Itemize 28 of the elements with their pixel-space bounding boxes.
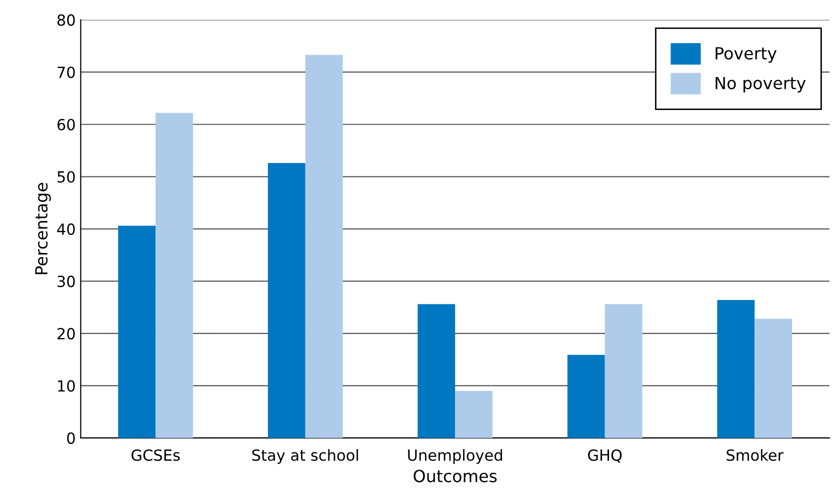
y-tick-label: 60 — [57, 118, 75, 130]
x-axis-title: Outcomes — [414, 470, 497, 482]
legend-label: Poverty — [716, 47, 777, 63]
y-tick-label: 20 — [58, 328, 75, 340]
y-tick-label: 10 — [58, 380, 75, 392]
bar — [567, 354, 605, 438]
y-tick-label: 80 — [57, 14, 75, 26]
bar — [156, 112, 194, 438]
y-tick-label: 70 — [58, 66, 75, 78]
y-tick-label: 0 — [67, 432, 75, 444]
legend-label: No poverty — [716, 76, 806, 93]
x-tick-label: Smoker — [726, 449, 784, 461]
y-tick-label: 30 — [58, 276, 75, 288]
bar — [604, 304, 642, 438]
y-tick-label: 50 — [58, 171, 75, 183]
bar — [455, 390, 493, 438]
x-tick-label: Unemployed — [408, 449, 502, 464]
y-axis-title: Percentage — [35, 182, 51, 274]
x-tick-label: GCSEs — [132, 449, 180, 461]
y-tick-label: 40 — [57, 223, 75, 235]
x-tick-label: GHQ — [588, 449, 622, 463]
bar — [118, 226, 156, 438]
bar — [754, 318, 792, 438]
bar — [418, 304, 456, 438]
bar — [717, 300, 755, 438]
x-tick-label: Stay at school — [252, 449, 358, 464]
bar — [268, 163, 306, 438]
bar — [305, 54, 343, 438]
